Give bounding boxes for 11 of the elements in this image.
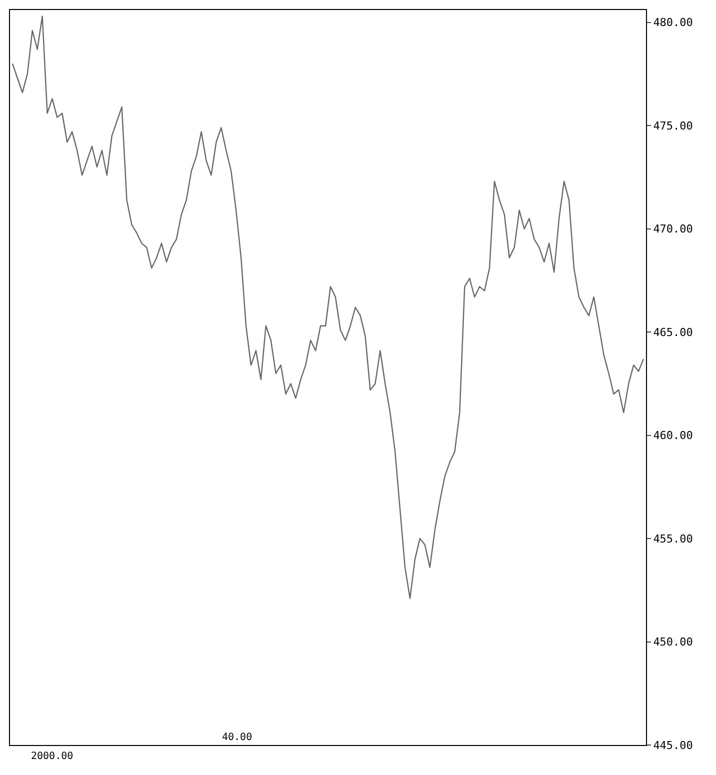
text: 2000.00 [31, 751, 74, 762]
y-tick-label: 480.00 [653, 16, 693, 30]
y-tick-label: 470.00 [653, 222, 693, 236]
annotation: 40.00 [222, 732, 252, 743]
y-tick-label: 455.00 [653, 532, 693, 546]
line-series [12, 16, 644, 600]
y-tick-label: 450.00 [653, 636, 693, 649]
y-tick-label: 445.00 [653, 738, 693, 752]
y-tick-label: 460.00 [653, 429, 693, 442]
y-tick-label: 475.00 [653, 119, 693, 132]
y-tick-label: 465.00 [653, 326, 693, 339]
